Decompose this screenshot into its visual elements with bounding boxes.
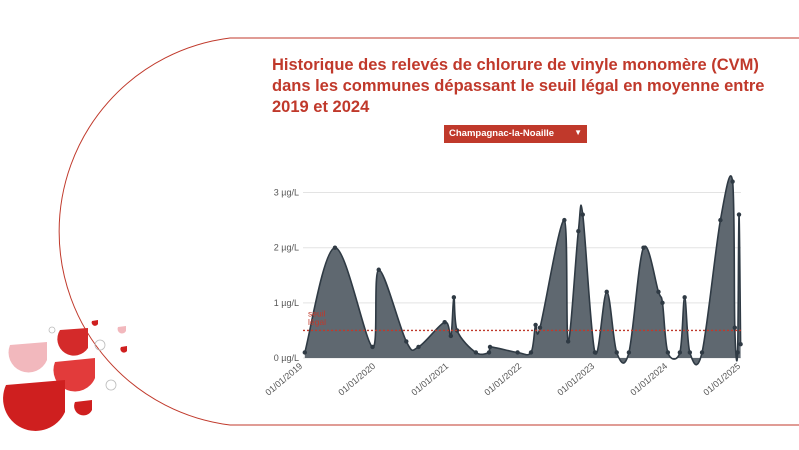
data-point	[735, 350, 740, 355]
data-point	[416, 344, 421, 350]
data-point	[580, 212, 585, 217]
data-point	[641, 245, 646, 250]
data-point	[677, 350, 683, 355]
data-point	[562, 217, 567, 223]
commune-select[interactable]: Champagnac-la-Noaille ▼	[444, 125, 587, 143]
data-point	[370, 344, 375, 350]
y-tick-label: 0 µg/L	[274, 353, 299, 363]
data-point	[592, 350, 598, 355]
data-point	[302, 350, 307, 355]
x-tick-label: 01/01/2025	[701, 361, 742, 398]
data-point	[473, 350, 479, 355]
data-point	[565, 339, 571, 344]
y-tick-label: 1 µg/L	[274, 298, 299, 308]
chevron-down-icon: ▼	[574, 128, 582, 137]
x-tick-label: 01/01/2021	[409, 361, 450, 398]
data-point	[614, 350, 619, 355]
y-tick-label: 2 µg/L	[274, 243, 299, 253]
data-point	[404, 339, 409, 344]
data-point	[687, 350, 693, 355]
x-tick-label: 01/01/2022	[482, 361, 523, 398]
data-point	[576, 228, 581, 234]
data-point	[738, 342, 743, 347]
data-point	[656, 289, 661, 295]
data-point	[376, 267, 381, 272]
data-point	[699, 350, 705, 355]
x-tick-label: 01/01/2020	[336, 361, 377, 398]
data-point	[626, 350, 632, 355]
x-tick-label: 01/01/2019	[263, 361, 304, 398]
data-point	[448, 333, 454, 339]
data-point	[730, 179, 735, 184]
area-fill	[304, 175, 741, 365]
data-point	[736, 212, 742, 217]
data-point	[451, 295, 457, 300]
threshold-label: seuil légal	[308, 308, 326, 327]
series-line	[304, 175, 742, 366]
x-tick-label: 01/01/2024	[628, 361, 669, 398]
y-tick-label: 3 µg/L	[274, 188, 299, 198]
commune-select-value: Champagnac-la-Noaille	[449, 128, 555, 139]
data-point	[660, 300, 665, 306]
data-point	[665, 350, 671, 355]
droplet-cluster	[3, 320, 127, 431]
chart-title: Historique des relevés de chlorure de vi…	[272, 56, 765, 116]
data-point	[528, 350, 534, 355]
decorative-arc	[58, 37, 799, 426]
data-point	[442, 319, 447, 325]
x-tick-label: 01/01/2023	[555, 361, 596, 398]
data-point	[732, 325, 738, 330]
data-point	[604, 289, 609, 295]
data-point	[454, 328, 460, 333]
data-point	[537, 325, 543, 330]
data-point	[515, 350, 520, 355]
data-point	[682, 295, 687, 300]
data-point	[487, 344, 493, 350]
data-point	[533, 322, 538, 328]
data-point	[718, 217, 723, 223]
data-point	[332, 245, 338, 250]
data-point	[486, 350, 492, 355]
